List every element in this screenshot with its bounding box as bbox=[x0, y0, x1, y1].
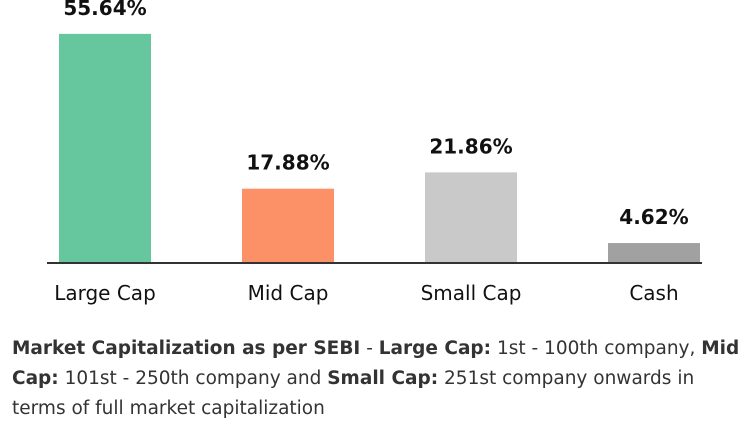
value-label-small-cap: 21.86% bbox=[429, 134, 512, 158]
bar-cash bbox=[608, 243, 700, 262]
footnote-text-2: 1st - 100th company, bbox=[491, 338, 702, 359]
category-label-small-cap: Small Cap bbox=[421, 281, 522, 305]
market-cap-bar-chart: 55.64% 17.88% 21.86% 4.62% Large Cap Mid Cap… bbox=[47, 0, 702, 305]
bar-mid-cap bbox=[242, 188, 334, 262]
category-label-cash: Cash bbox=[629, 281, 678, 305]
footnote-mid-cap-label: Mid Cap: bbox=[12, 338, 740, 389]
category-label-large-cap: Large Cap bbox=[54, 281, 156, 305]
bar-large-cap bbox=[59, 33, 151, 262]
footnote-large-cap-label: Large Cap: bbox=[378, 338, 492, 359]
value-label-cash: 4.62% bbox=[619, 205, 688, 229]
category-labels-group: Large Cap Mid Cap Small Cap Cash bbox=[54, 281, 678, 305]
bar-small-cap bbox=[425, 172, 517, 262]
value-labels-group: 55.64% 17.88% 21.86% 4.62% bbox=[63, 0, 688, 229]
value-label-mid-cap: 17.88% bbox=[246, 151, 329, 175]
bars-group bbox=[59, 33, 700, 262]
footnote-text-1: - bbox=[360, 338, 379, 359]
footnote-text-3: 101st - 250th company and bbox=[58, 368, 328, 389]
footnote-small-cap-label: Small Cap: bbox=[327, 368, 439, 389]
footnote-heading: Market Capitalization as per SEBI bbox=[12, 338, 361, 359]
footnote-text-4: 251st company onwards in terms of full m… bbox=[12, 368, 695, 419]
footnote: Market Capitalization as per SEBI - Larg… bbox=[12, 334, 747, 424]
category-label-mid-cap: Mid Cap bbox=[248, 281, 329, 305]
value-label-large-cap: 55.64% bbox=[63, 0, 146, 20]
